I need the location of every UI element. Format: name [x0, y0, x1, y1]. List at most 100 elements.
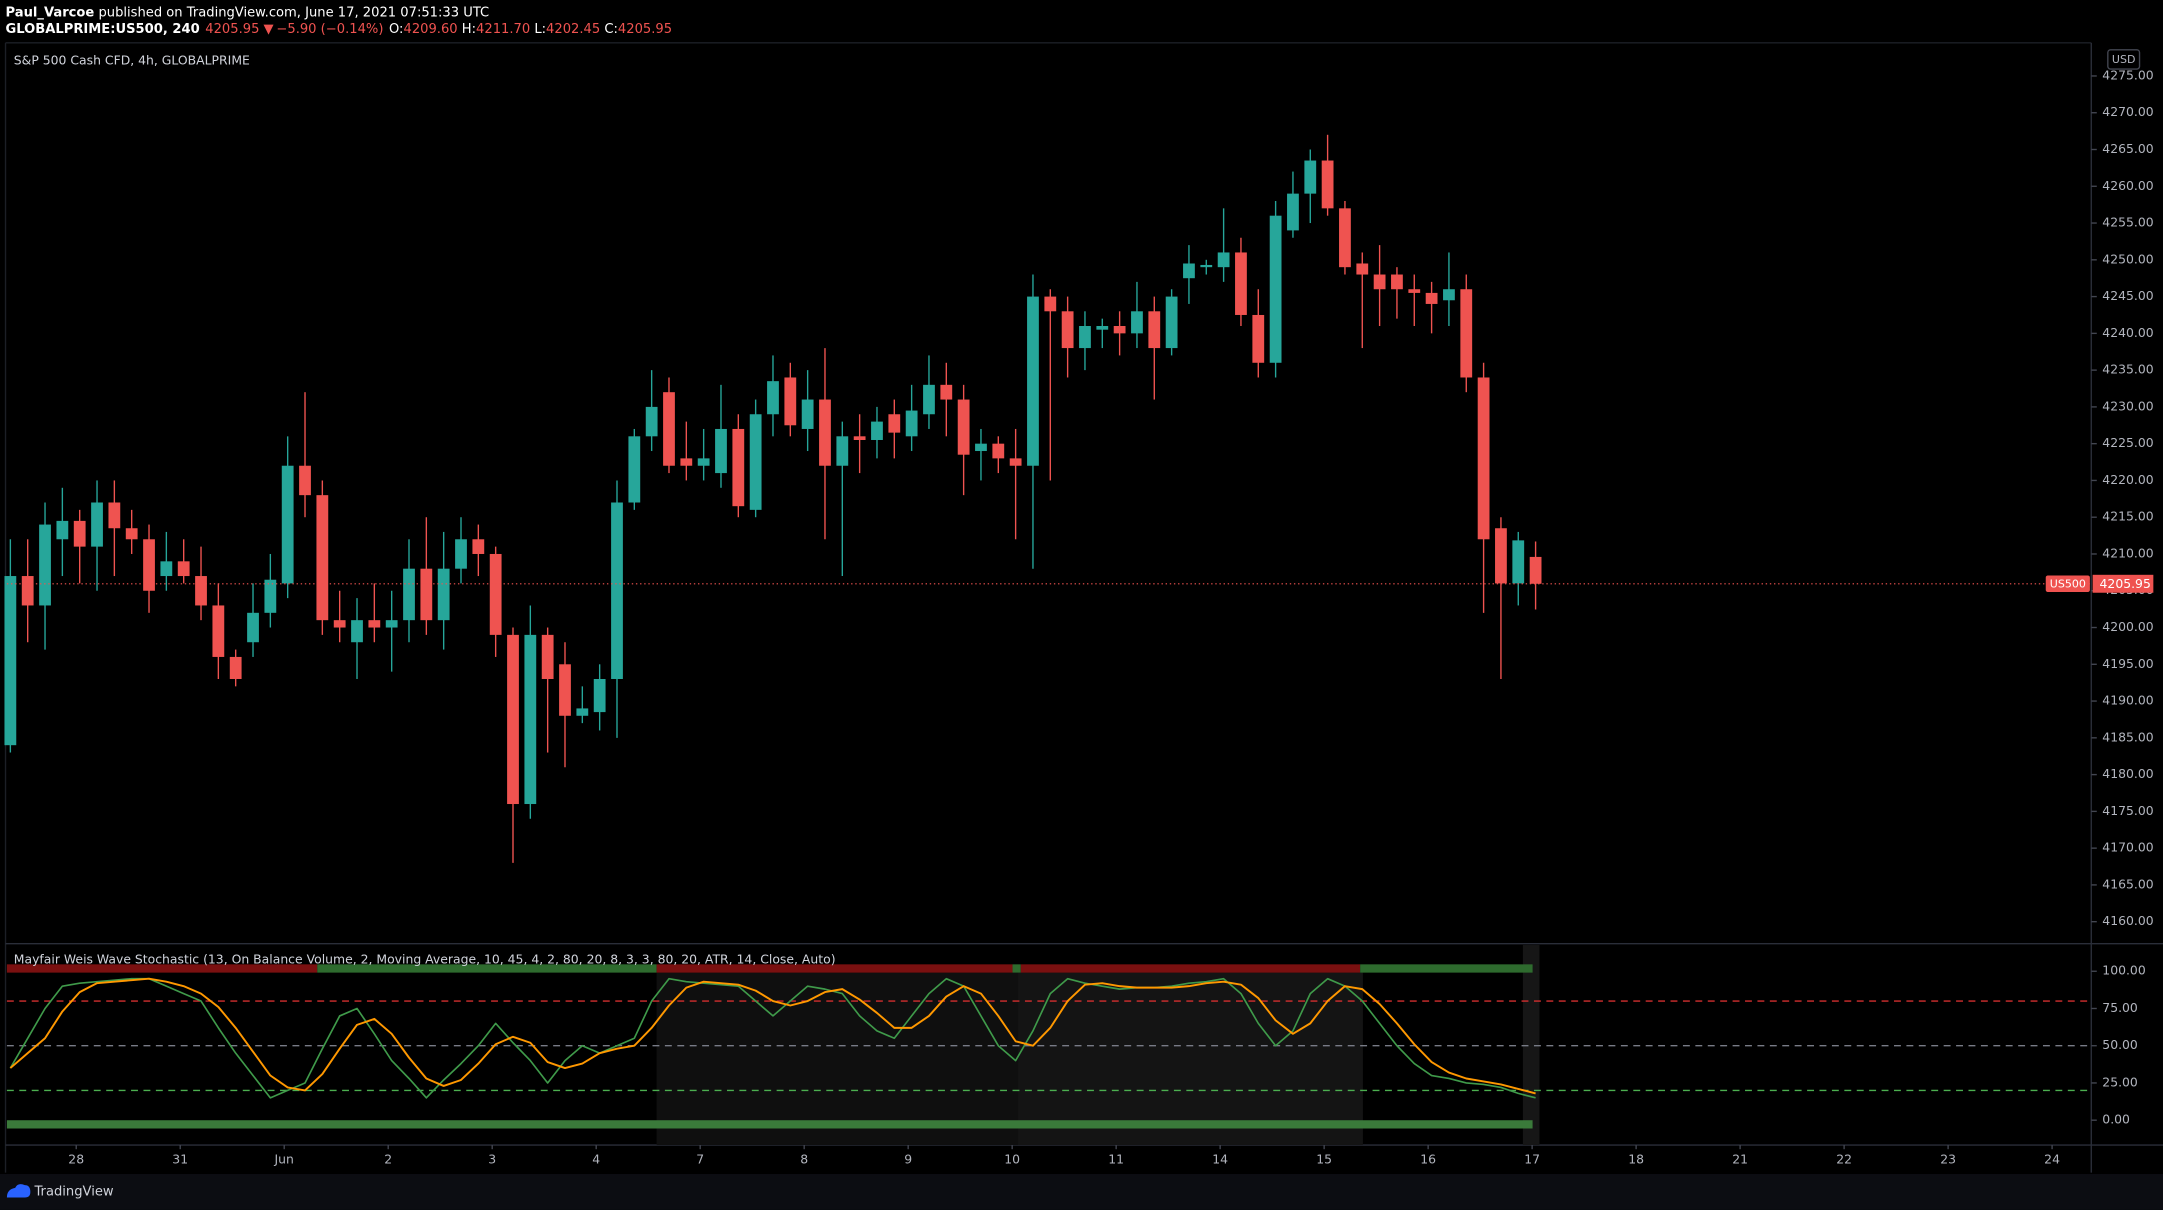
candle-body [177, 561, 190, 577]
candle-body [888, 414, 901, 433]
candle-body [299, 465, 311, 496]
zero-band [6, 1120, 1533, 1129]
candle-body [281, 465, 294, 584]
candle-body [628, 436, 641, 503]
indicator-shade [656, 972, 1019, 1146]
trend-band [6, 964, 318, 973]
candle-body [1460, 289, 1473, 378]
author: Paul_Varcoe [6, 5, 95, 20]
change: −5.90 (−0.14%) [276, 22, 383, 37]
x-tick-label: 7 [696, 1152, 704, 1167]
x-tick-label: 31 [172, 1152, 188, 1167]
candle-body [73, 520, 86, 547]
candle-body [663, 392, 675, 466]
candle-body [853, 436, 866, 440]
candle-body [871, 421, 883, 440]
x-tick-label: 22 [1836, 1152, 1852, 1167]
y-tick-label: 4240.00 [2102, 325, 2153, 340]
trend-band [1012, 964, 1021, 973]
y-tick-label: 4230.00 [2102, 398, 2153, 413]
footer [0, 1174, 2163, 1210]
legend-line: GLOBALPRIME:US500, 240 4205.95 ▼ −5.90 (−0.… [6, 22, 673, 37]
candle-body [195, 576, 207, 606]
indicator-line [9, 977, 1536, 1099]
trend-band [317, 964, 657, 973]
candle-body [403, 568, 415, 621]
indicator-line [9, 977, 1536, 1095]
candle-body [1200, 264, 1213, 268]
candle-body [1477, 377, 1490, 540]
y-tick-label: 100.00 [2102, 963, 2146, 978]
candle-body [472, 539, 485, 554]
x-tick-label: 14 [1212, 1152, 1228, 1167]
candle-body [1235, 252, 1247, 315]
candle-body [420, 568, 433, 621]
candle-body [1044, 296, 1057, 312]
candle-body [905, 410, 918, 437]
candle-body [784, 377, 797, 426]
y-tick-label: 4245.00 [2102, 288, 2153, 303]
y-tick-label: 4220.00 [2102, 472, 2153, 487]
candle-body [1425, 292, 1438, 304]
candle-body [1356, 263, 1369, 275]
candle-body [21, 576, 34, 606]
ohlc-key: C: [604, 22, 618, 37]
candle-body [732, 428, 745, 507]
candle-body [1009, 458, 1022, 466]
candle-body [1148, 311, 1161, 349]
arrow: ▼ [264, 22, 275, 37]
candle-body [541, 634, 554, 680]
candle-body [559, 664, 571, 716]
candle-body [975, 443, 987, 452]
y-tick-label: 4255.00 [2102, 215, 2153, 230]
currency: USD [2112, 53, 2136, 66]
currency-box [2107, 49, 2141, 70]
x-tick-label: 10 [1004, 1152, 1020, 1167]
x-tick-label: 24 [2044, 1152, 2060, 1167]
y-tick-label: 4175.00 [2102, 803, 2153, 818]
candle-body [749, 414, 762, 510]
y-tick-label: 4180.00 [2102, 766, 2153, 781]
candle-body [229, 656, 242, 680]
candle-body [767, 381, 779, 415]
candle-body [1287, 193, 1299, 231]
candle-body [836, 436, 849, 466]
candle-body [1443, 289, 1455, 301]
ohlc-value: 4211.70 [476, 22, 530, 37]
price: 4205.95 [205, 22, 259, 37]
trend-band [1020, 964, 1361, 973]
candle-body [715, 428, 727, 474]
candle-body [524, 634, 537, 805]
y-tick-label: 4225.00 [2102, 435, 2153, 450]
published: published on TradingView.com, June 17, 2… [98, 5, 489, 20]
candle-body [316, 495, 329, 621]
y-tick-label: 4250.00 [2102, 251, 2153, 266]
y-tick-label: 4185.00 [2102, 729, 2153, 744]
x-tick-label: 11 [1108, 1152, 1124, 1167]
candle-body [1183, 263, 1195, 279]
candle-body [819, 399, 831, 466]
y-tick-label: 4270.00 [2102, 104, 2153, 119]
x-tick-label: 21 [1732, 1152, 1748, 1167]
last-price-label: 4205.95 [2100, 576, 2151, 591]
trend-band [656, 964, 1013, 973]
candle-body [39, 524, 51, 606]
candle-body [56, 520, 69, 540]
symbol-tag [2045, 575, 2090, 593]
candle-body [1096, 326, 1109, 330]
x-tick-label: Jun [274, 1152, 294, 1167]
ohlc-key: H: [462, 22, 476, 37]
candle-body [489, 553, 502, 635]
ohlc-value: 4209.60 [403, 22, 457, 37]
x-tick-label: 18 [1628, 1152, 1644, 1167]
candle-body [1373, 274, 1386, 290]
candle-body [697, 458, 710, 466]
candle-body [1079, 326, 1091, 349]
y-tick-label: 4265.00 [2102, 141, 2153, 156]
candle-body [1321, 160, 1334, 209]
y-tick-label: 4275.00 [2102, 67, 2153, 82]
candle-body [801, 399, 814, 429]
candle-body [368, 620, 381, 628]
y-tick-label: 4160.00 [2102, 913, 2153, 928]
candle-body [507, 634, 519, 805]
